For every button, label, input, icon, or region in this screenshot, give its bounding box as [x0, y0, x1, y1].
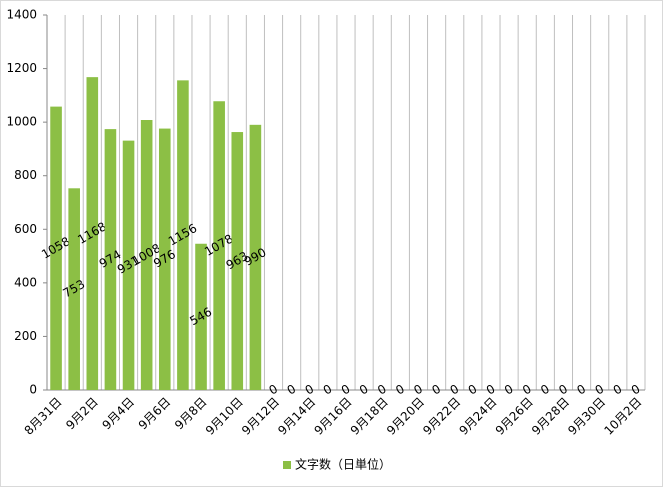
- bar: [104, 129, 117, 390]
- y-tick-label: 200: [14, 329, 37, 343]
- bar: [68, 188, 80, 390]
- y-tick-label: 1200: [6, 61, 37, 75]
- bar: [86, 77, 99, 391]
- legend-label: 文字数（日単位）: [295, 457, 391, 472]
- y-tick-label: 600: [14, 222, 37, 236]
- legend-swatch: [283, 461, 291, 469]
- bar: [177, 80, 189, 390]
- bar: [231, 132, 244, 390]
- bar: [213, 101, 225, 390]
- bar: [140, 120, 153, 390]
- y-tick-label: 1000: [6, 115, 37, 129]
- bar: [158, 128, 171, 391]
- bar: [122, 140, 135, 390]
- bar: [50, 106, 62, 390]
- y-tick-label: 1400: [6, 8, 37, 22]
- y-tick-label: 0: [29, 383, 37, 397]
- bar: [195, 243, 207, 390]
- y-tick-label: 400: [14, 275, 37, 289]
- bar: [249, 124, 262, 391]
- y-tick-label: 800: [14, 168, 37, 182]
